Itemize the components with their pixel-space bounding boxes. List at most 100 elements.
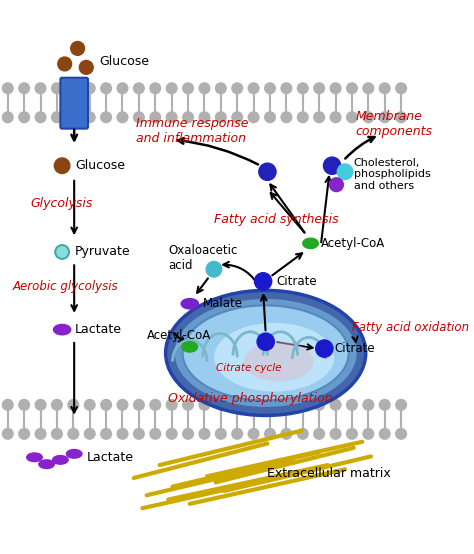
Circle shape <box>297 111 309 124</box>
Circle shape <box>362 428 374 440</box>
Circle shape <box>379 428 391 440</box>
Text: Lactate: Lactate <box>86 451 133 464</box>
Circle shape <box>100 399 112 411</box>
Circle shape <box>362 399 374 411</box>
Circle shape <box>149 428 161 440</box>
Circle shape <box>71 42 84 55</box>
Circle shape <box>316 340 333 357</box>
Circle shape <box>329 178 343 192</box>
Circle shape <box>395 428 407 440</box>
Circle shape <box>280 399 292 411</box>
Circle shape <box>313 399 325 411</box>
Circle shape <box>117 111 128 124</box>
Circle shape <box>165 111 178 124</box>
Circle shape <box>362 111 374 124</box>
FancyBboxPatch shape <box>60 78 88 129</box>
Circle shape <box>18 428 30 440</box>
Circle shape <box>18 111 30 124</box>
Circle shape <box>133 428 145 440</box>
Circle shape <box>259 163 276 181</box>
Circle shape <box>329 82 342 94</box>
Ellipse shape <box>244 341 314 382</box>
Circle shape <box>231 111 243 124</box>
Circle shape <box>84 428 96 440</box>
Circle shape <box>206 261 222 277</box>
Circle shape <box>264 428 276 440</box>
Circle shape <box>51 399 63 411</box>
Circle shape <box>346 82 358 94</box>
Circle shape <box>247 428 260 440</box>
Circle shape <box>79 60 93 74</box>
Circle shape <box>100 428 112 440</box>
Circle shape <box>313 428 325 440</box>
Circle shape <box>51 82 63 94</box>
Circle shape <box>280 428 292 440</box>
Circle shape <box>51 428 63 440</box>
Circle shape <box>117 399 128 411</box>
Circle shape <box>346 111 358 124</box>
Circle shape <box>67 111 79 124</box>
Circle shape <box>149 111 161 124</box>
Circle shape <box>379 82 391 94</box>
Circle shape <box>264 111 276 124</box>
Circle shape <box>55 245 69 259</box>
Circle shape <box>231 399 243 411</box>
Ellipse shape <box>165 290 366 416</box>
Circle shape <box>323 157 341 175</box>
Text: Oxidative phosphorylation: Oxidative phosphorylation <box>168 392 333 405</box>
Text: Fatty acid synthesis: Fatty acid synthesis <box>214 213 338 225</box>
Circle shape <box>117 428 128 440</box>
Circle shape <box>199 111 210 124</box>
Circle shape <box>280 82 292 94</box>
Circle shape <box>379 111 391 124</box>
Circle shape <box>84 111 96 124</box>
Circle shape <box>182 399 194 411</box>
Ellipse shape <box>27 453 42 461</box>
Circle shape <box>215 82 227 94</box>
Circle shape <box>35 82 46 94</box>
Ellipse shape <box>181 299 199 309</box>
Circle shape <box>395 111 407 124</box>
Circle shape <box>362 82 374 94</box>
Circle shape <box>58 57 72 71</box>
Circle shape <box>199 428 210 440</box>
Circle shape <box>264 82 276 94</box>
Circle shape <box>346 399 358 411</box>
Ellipse shape <box>39 460 55 469</box>
Text: Immune response
and inflammation: Immune response and inflammation <box>137 117 249 145</box>
Circle shape <box>67 82 79 94</box>
Text: Membrane
components: Membrane components <box>356 110 432 138</box>
Text: Citrate: Citrate <box>335 342 375 355</box>
Circle shape <box>257 333 274 350</box>
Circle shape <box>133 399 145 411</box>
Circle shape <box>280 111 292 124</box>
Circle shape <box>182 82 194 94</box>
Circle shape <box>313 111 325 124</box>
Text: Fatty acid oxidation: Fatty acid oxidation <box>352 321 469 334</box>
Circle shape <box>247 82 260 94</box>
Ellipse shape <box>303 238 319 249</box>
Circle shape <box>337 164 353 179</box>
Circle shape <box>100 111 112 124</box>
Circle shape <box>35 428 46 440</box>
Text: Glycolysis: Glycolysis <box>30 197 92 210</box>
Circle shape <box>199 82 210 94</box>
Text: Extracellular matrix: Extracellular matrix <box>267 467 391 480</box>
Text: Lactate: Lactate <box>75 323 122 336</box>
Circle shape <box>329 111 342 124</box>
Text: Oxaloacetic
acid: Oxaloacetic acid <box>168 244 237 272</box>
Text: Glucose: Glucose <box>75 159 125 172</box>
Circle shape <box>255 273 272 290</box>
Circle shape <box>346 428 358 440</box>
Circle shape <box>2 428 14 440</box>
Circle shape <box>67 399 79 411</box>
Text: Acetyl-CoA: Acetyl-CoA <box>321 237 385 250</box>
Circle shape <box>165 399 178 411</box>
Circle shape <box>329 399 342 411</box>
Circle shape <box>133 111 145 124</box>
Ellipse shape <box>182 305 349 401</box>
Text: Aerobic glycolysis: Aerobic glycolysis <box>13 280 118 293</box>
Ellipse shape <box>214 323 334 392</box>
Text: Acetyl-CoA: Acetyl-CoA <box>146 329 211 342</box>
Text: Malate: Malate <box>203 297 243 310</box>
